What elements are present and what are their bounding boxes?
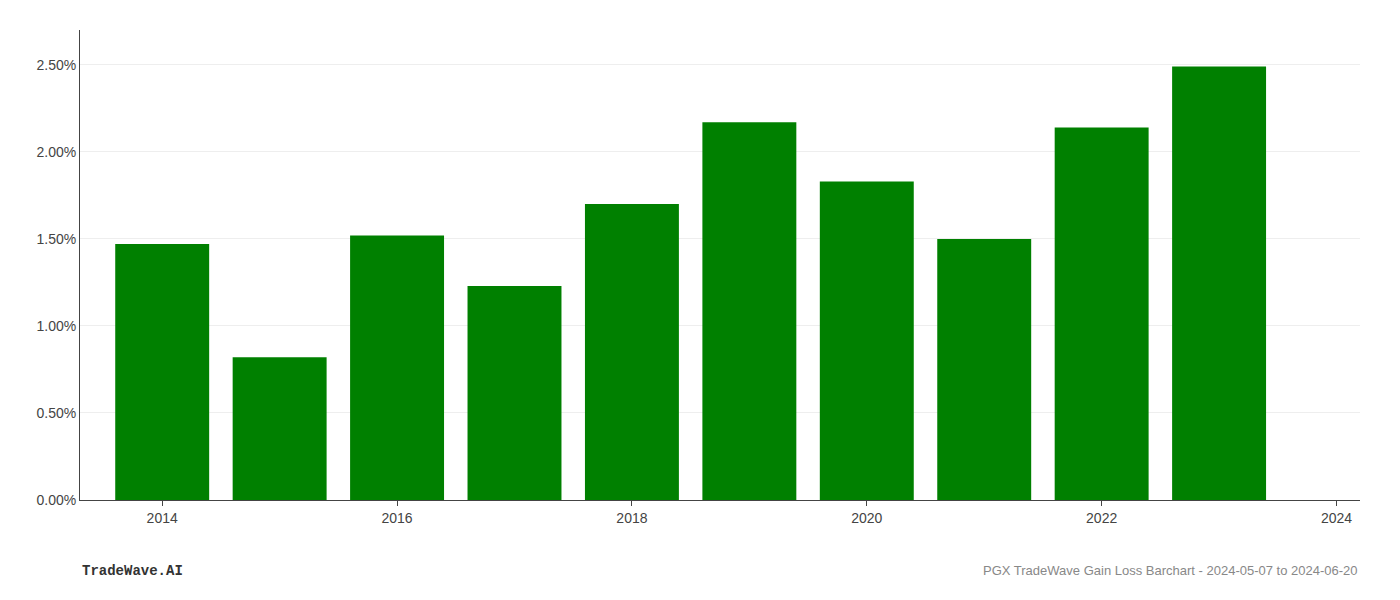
svg-text:2020: 2020 <box>851 510 882 526</box>
svg-text:PGX TradeWave Gain Loss Barcha: PGX TradeWave Gain Loss Barchart - 2024-… <box>983 563 1358 578</box>
svg-text:2014: 2014 <box>147 510 178 526</box>
svg-text:2018: 2018 <box>616 510 647 526</box>
svg-text:1.00%: 1.00% <box>36 318 76 334</box>
svg-text:2022: 2022 <box>1086 510 1117 526</box>
svg-text:0.50%: 0.50% <box>36 405 76 421</box>
svg-text:2024: 2024 <box>1321 510 1352 526</box>
svg-text:1.50%: 1.50% <box>36 231 76 247</box>
svg-text:2.50%: 2.50% <box>36 57 76 73</box>
svg-text:2.00%: 2.00% <box>36 144 76 160</box>
svg-text:2016: 2016 <box>381 510 412 526</box>
svg-text:0.00%: 0.00% <box>36 492 76 508</box>
svg-text:TradeWave.AI: TradeWave.AI <box>82 563 183 579</box>
